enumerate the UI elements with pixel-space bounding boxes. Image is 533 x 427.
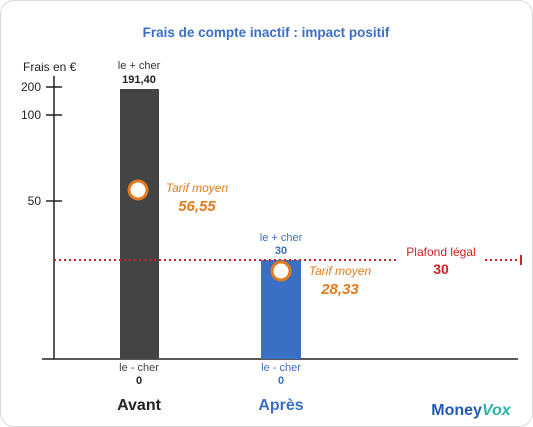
category-label-avant: Avant [117, 397, 162, 414]
bar-apres-min-label: le - cher [261, 362, 301, 374]
bar-apres-min-value: 0 [278, 375, 284, 387]
svg-text:200: 200 [21, 80, 41, 94]
reference-line-label: Plafond légal [406, 245, 475, 259]
brand-logo-part1: Money [431, 402, 482, 419]
avg-label-avant: Tarif moyen [166, 181, 229, 195]
y-tick-100: 100 [21, 108, 62, 122]
svg-text:100: 100 [21, 108, 41, 122]
bar-avant-min-value: 0 [136, 375, 142, 387]
category-label-apres: Après [258, 397, 303, 414]
y-axis-label: Frais en € [23, 60, 77, 74]
avg-marker-apres [270, 260, 292, 282]
avg-label-apres: Tarif moyen [309, 264, 372, 278]
avg-marker-avant [127, 179, 149, 201]
svg-text:50: 50 [28, 194, 42, 208]
bar-apres-max-label: le + cher [260, 232, 303, 244]
bar-avant-min-label: le - cher [119, 362, 159, 374]
bar-avant-max-label: le + cher [118, 60, 161, 72]
brand-logo-part2: Vox [482, 402, 512, 419]
bar-apres-max-value: 30 [275, 245, 287, 257]
bar-avant [120, 89, 159, 359]
avg-value-apres: 28,33 [320, 281, 359, 298]
avg-value-avant: 56,55 [178, 198, 216, 215]
reference-line-value: 30 [433, 261, 449, 277]
bar-avant-max-value: 191,40 [122, 74, 156, 86]
brand-logo: MoneyVox [431, 402, 512, 419]
y-tick-50: 50 [28, 194, 62, 208]
chart-title: Frais de compte inactif : impact positif [143, 25, 390, 40]
y-tick-200: 200 [21, 80, 62, 94]
